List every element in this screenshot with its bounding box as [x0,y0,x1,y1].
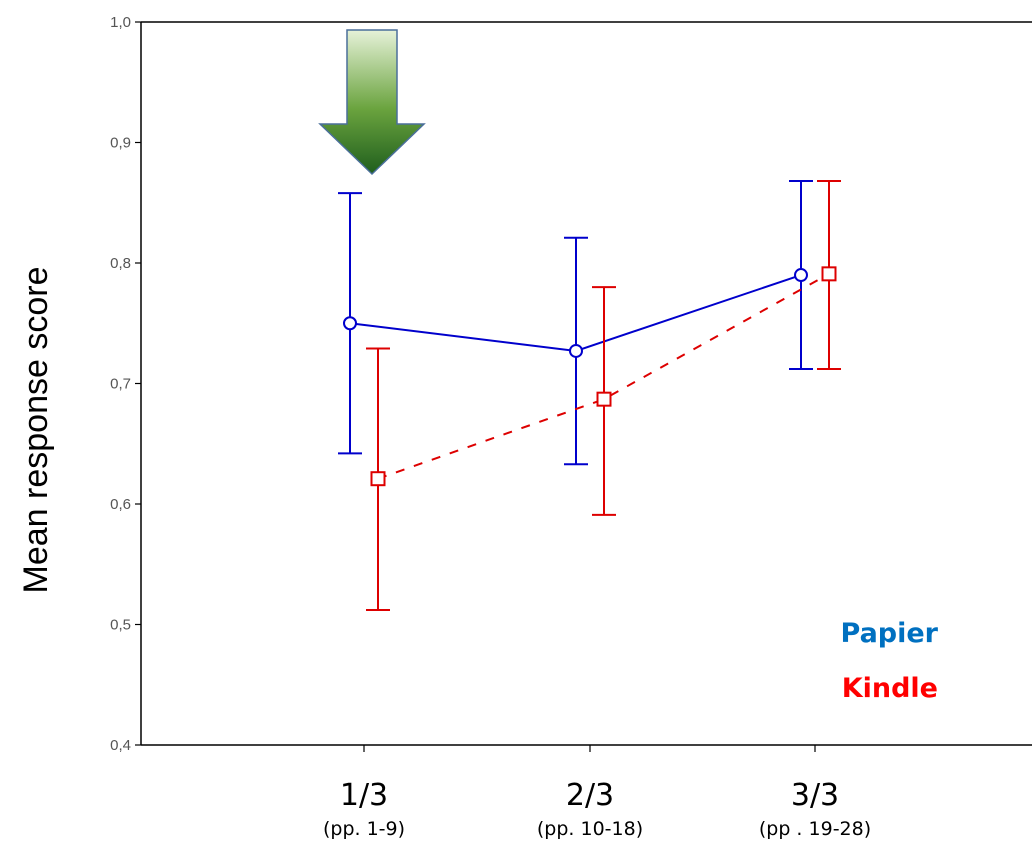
data-point [570,345,582,357]
y-tick-label: 0,5 [110,617,131,634]
x-tick-sublabel: (pp. 10-18) [537,818,643,840]
x-tick-label: 1/3 [340,778,388,813]
x-tick-sublabel: (pp. 1-9) [323,818,405,840]
data-point [372,472,385,485]
y-tick-label: 0,4 [110,737,131,754]
x-tick-sublabel: (pp . 19-28) [759,818,871,840]
y-tick-label: 0,9 [110,135,131,152]
data-point [598,393,611,406]
legend-entry-kindle: Kindle [842,673,938,704]
y-tick-label: 0,6 [110,496,131,513]
y-tick-label: 0,7 [110,376,131,393]
data-point [823,267,836,280]
data-point [795,269,807,281]
down-arrow-icon [320,30,424,174]
annotation-arrow [320,30,424,174]
series-kindle [366,181,841,610]
legend: Papier Kindle [841,618,939,704]
data-point [344,317,356,329]
y-tick-label: 0,8 [110,255,131,272]
y-axis-title: Mean response score [17,267,55,594]
x-tick-label: 2/3 [566,778,614,813]
data-series [338,181,841,610]
x-tick-label: 3/3 [791,778,839,813]
plot-axes: 0,4 0,5 0,6 0,7 0,8 0,9 1,0 1/3 (pp. 1-9) 2/3 (pp.… [110,14,1032,840]
legend-entry-papier: Papier [841,618,939,649]
series-papier [338,181,813,464]
y-tick-label: 1,0 [110,14,131,31]
